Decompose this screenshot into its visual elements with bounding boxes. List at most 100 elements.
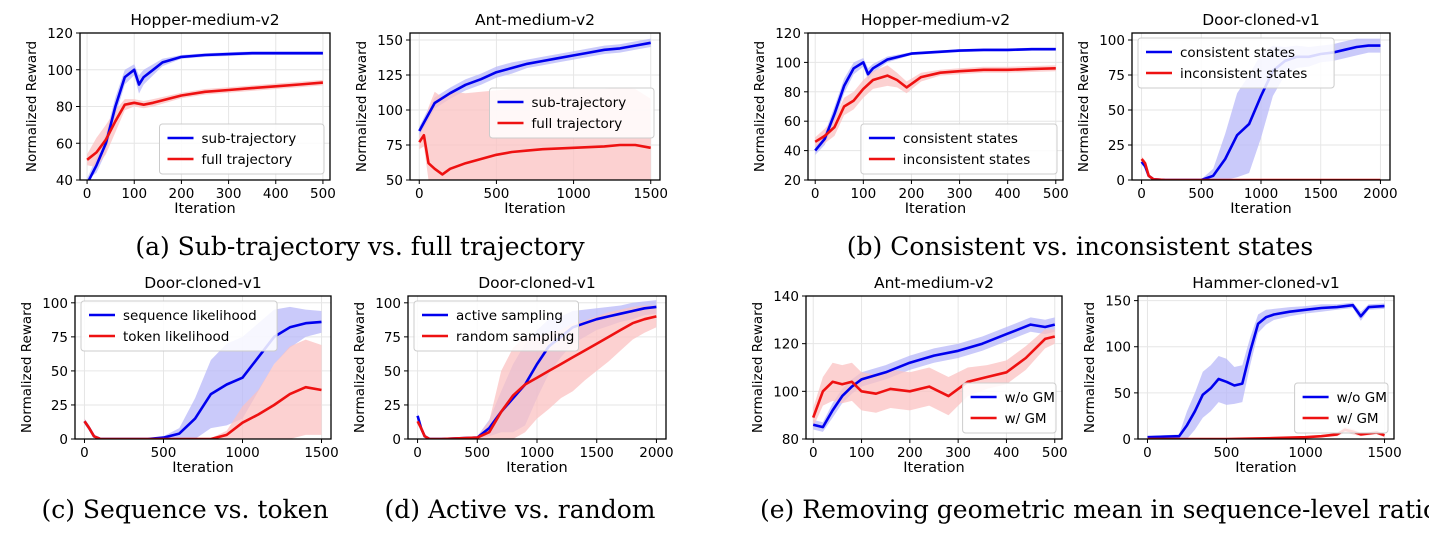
legend: w/o GM w/ GM — [962, 382, 1057, 434]
x-tick-label: 200 — [897, 445, 923, 461]
x-axis-label: Iteration — [905, 201, 967, 217]
x-axis-label: Iteration — [506, 460, 568, 476]
x-tick-label: 500 — [1188, 186, 1214, 202]
chart-panel-5: 0 500 1000 1500 0 25 50 75 100 Door-cloned-v1 Iter… — [19, 274, 339, 476]
x-tick-label: 0 — [1143, 445, 1152, 461]
series-line-2 — [83, 385, 322, 439]
x-tick-label: 0 — [811, 186, 820, 202]
y-tick-label: 80 — [782, 432, 799, 448]
y-tick-label: 20 — [784, 173, 801, 189]
x-tick-label: 500 — [1043, 186, 1069, 202]
x-tick-label: 200 — [899, 186, 925, 202]
x-tick-label: 300 — [945, 445, 971, 461]
legend: consistent states inconsistent states — [1137, 37, 1335, 89]
x-tick-label: 2000 — [1363, 186, 1397, 202]
y-tick-label: 80 — [56, 100, 73, 116]
series-line-1 — [1147, 303, 1385, 439]
chart-title: Door-cloned-v1 — [144, 274, 262, 292]
x-tick-label: 0 — [413, 445, 422, 461]
chart-title: Hopper-medium-v2 — [861, 11, 1010, 29]
y-axis-label: Normalized Reward — [354, 41, 370, 172]
y-tick-label: 25 — [384, 398, 401, 414]
plot-area — [811, 317, 1056, 432]
caption-c: (c) Sequence vs. token — [41, 495, 329, 524]
y-tick-label: 25 — [1108, 138, 1125, 154]
chart-title: Ant-medium-v2 — [874, 274, 994, 292]
legend-box — [1294, 382, 1389, 434]
y-tick-label: 75 — [51, 330, 68, 346]
legend: sub-trajectory full trajectory — [489, 87, 655, 139]
y-tick-label: 50 — [1114, 386, 1131, 402]
x-tick-label: 400 — [994, 445, 1020, 461]
y-tick-label: 50 — [384, 364, 401, 380]
y-tick-label: 120 — [47, 26, 73, 42]
y-tick-label: 100 — [42, 296, 68, 312]
legend-label: full trajectory — [532, 116, 623, 132]
x-tick-label: 400 — [263, 186, 289, 202]
x-tick-label: 500 — [151, 445, 177, 461]
legend-label: w/ GM — [1337, 411, 1379, 427]
x-tick-label: 0 — [83, 186, 92, 202]
confidence-band-2 — [813, 329, 1055, 428]
y-tick-label: 120 — [775, 26, 801, 42]
legend-box — [413, 300, 579, 352]
y-tick-label: 0 — [392, 432, 401, 448]
chart-title: Hammer-cloned-v1 — [1192, 274, 1340, 292]
y-axis-label: Normalized Reward — [1082, 302, 1098, 433]
y-tick-label: 100 — [1099, 33, 1125, 49]
legend-label: random sampling — [456, 329, 574, 345]
y-tick-label: 120 — [773, 337, 799, 353]
legend-label: consistent states — [903, 131, 1018, 147]
legend-label: sub-trajectory — [202, 131, 297, 147]
y-axis-label: Normalized Reward — [24, 41, 40, 172]
series-line-2 — [418, 133, 651, 176]
x-tick-label: 2000 — [639, 445, 673, 461]
y-tick-label: 75 — [386, 138, 403, 154]
x-tick-label: 1500 — [304, 445, 338, 461]
y-tick-label: 150 — [1105, 294, 1131, 310]
y-tick-label: 75 — [1108, 68, 1125, 84]
series-line-1 — [814, 47, 1056, 152]
legend: w/o GM w/ GM — [1294, 382, 1389, 434]
x-tick-label: 0 — [1137, 186, 1146, 202]
x-tick-label: 500 — [484, 186, 510, 202]
plot-area — [814, 47, 1056, 156]
legend: consistent states inconsistent states — [860, 123, 1058, 175]
caption-a: (a) Sub-trajectory vs. full trajectory — [135, 232, 585, 261]
legend-label: w/o GM — [1337, 390, 1387, 406]
y-axis-label: Normalized Reward — [19, 302, 35, 433]
series-line-1 — [418, 41, 651, 132]
legend-label: full trajectory — [202, 152, 293, 168]
y-tick-label: 0 — [1116, 173, 1125, 189]
confidence-band-1 — [1147, 302, 1385, 439]
chart-title: Door-cloned-v1 — [478, 274, 596, 292]
legend-label: sub-trajectory — [532, 95, 627, 111]
legend-label: consistent states — [1180, 45, 1295, 61]
legend-label: inconsistent states — [1180, 66, 1307, 82]
x-tick-label: 1000 — [520, 445, 554, 461]
y-tick-label: 100 — [377, 103, 403, 119]
x-tick-label: 300 — [216, 186, 242, 202]
legend-box — [1137, 37, 1335, 89]
caption-d: (d) Active vs. random — [384, 495, 656, 524]
legend-box — [80, 300, 278, 352]
y-axis-label: Normalized Reward — [1076, 41, 1092, 172]
x-tick-label: 300 — [947, 186, 973, 202]
series-line-2 — [416, 315, 657, 439]
y-axis-label: Normalized Reward — [750, 302, 766, 433]
y-tick-label: 60 — [56, 136, 73, 152]
legend-box — [489, 87, 655, 139]
chart-title: Ant-medium-v2 — [475, 11, 595, 29]
y-tick-label: 80 — [784, 85, 801, 101]
legend-label: token likelihood — [123, 329, 229, 345]
x-axis-label: Iteration — [903, 460, 965, 476]
x-tick-label: 1500 — [580, 445, 614, 461]
x-tick-label: 200 — [169, 186, 195, 202]
x-tick-label: 500 — [1042, 445, 1068, 461]
y-tick-label: 140 — [773, 289, 799, 305]
confidence-band-2 — [417, 305, 657, 439]
y-axis-label: Normalized Reward — [352, 302, 368, 433]
plot-area — [416, 300, 657, 439]
x-tick-label: 0 — [809, 445, 818, 461]
